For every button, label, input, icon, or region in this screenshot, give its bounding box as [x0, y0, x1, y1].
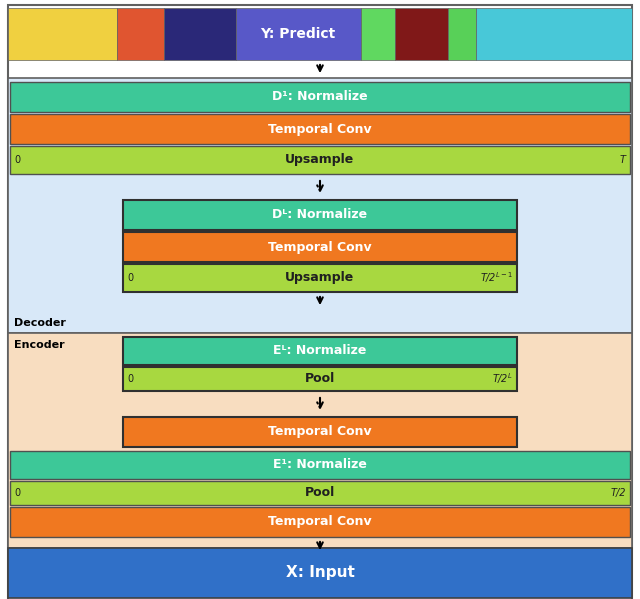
Text: Dᴸ: Normalize: Dᴸ: Normalize — [273, 208, 367, 222]
Bar — [123, 200, 517, 230]
Text: 0: 0 — [127, 273, 133, 283]
Text: Pool: Pool — [305, 373, 335, 386]
Text: Temporal Conv: Temporal Conv — [268, 516, 372, 528]
Text: E¹: Normalize: E¹: Normalize — [273, 458, 367, 471]
Text: Eᴸ: Normalize: Eᴸ: Normalize — [273, 344, 367, 358]
Bar — [10, 507, 630, 537]
Bar — [10, 114, 630, 144]
Text: Temporal Conv: Temporal Conv — [268, 123, 372, 135]
Bar — [8, 548, 632, 598]
Bar — [117, 8, 164, 60]
Text: T/2$^{L-1}$: T/2$^{L-1}$ — [480, 271, 513, 285]
Text: Pool: Pool — [305, 486, 335, 500]
Bar — [123, 264, 517, 292]
Bar — [123, 367, 517, 391]
Bar — [8, 8, 117, 60]
Text: Upsample: Upsample — [285, 271, 355, 285]
Text: Encoder: Encoder — [14, 340, 65, 350]
Text: Decoder: Decoder — [14, 318, 66, 328]
Text: 0: 0 — [127, 374, 133, 384]
Bar — [10, 481, 630, 505]
Text: Upsample: Upsample — [285, 153, 355, 167]
Text: T/2$^{L}$: T/2$^{L}$ — [492, 371, 513, 386]
Bar — [8, 78, 632, 333]
Bar — [164, 8, 236, 60]
Text: Temporal Conv: Temporal Conv — [268, 425, 372, 438]
Text: T/2: T/2 — [611, 488, 626, 498]
Bar — [476, 8, 632, 60]
Bar — [448, 8, 476, 60]
Bar — [10, 451, 630, 479]
Bar — [10, 82, 630, 112]
Bar — [395, 8, 448, 60]
Text: 0: 0 — [14, 155, 20, 165]
Text: 0: 0 — [14, 488, 20, 498]
Bar — [360, 8, 395, 60]
Text: T: T — [620, 155, 626, 165]
Bar — [123, 337, 517, 365]
Text: Temporal Conv: Temporal Conv — [268, 241, 372, 253]
Bar — [10, 146, 630, 174]
Bar — [123, 232, 517, 262]
Text: X: Input: X: Input — [285, 565, 355, 580]
Bar — [236, 8, 360, 60]
Text: D¹: Normalize: D¹: Normalize — [272, 90, 368, 104]
Text: Y: Predict: Y: Predict — [260, 27, 336, 41]
Bar — [8, 333, 632, 548]
Bar — [123, 417, 517, 447]
